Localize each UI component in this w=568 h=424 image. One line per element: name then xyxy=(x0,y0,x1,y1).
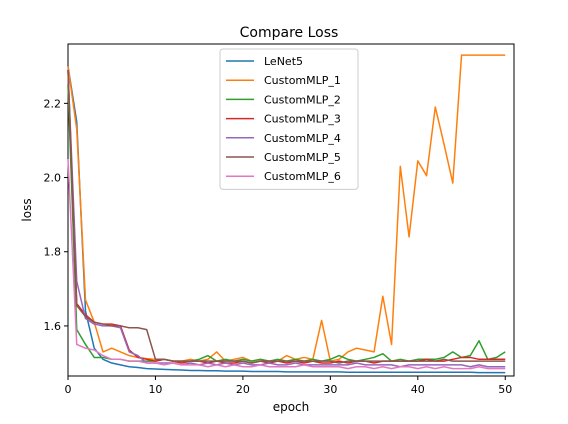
chart-title: Compare Loss xyxy=(240,25,339,41)
x-tick-label: 40 xyxy=(411,383,425,396)
legend-label: CustomMLP_6 xyxy=(264,170,341,183)
legend-box xyxy=(219,48,359,190)
legend-label: CustomMLP_1 xyxy=(264,74,341,87)
series-line-lenet5 xyxy=(67,66,506,374)
legend-label: CustomMLP_2 xyxy=(264,93,341,106)
legend-label: CustomMLP_3 xyxy=(264,113,341,126)
legend-label: CustomMLP_4 xyxy=(264,132,341,145)
y-axis: 1.6 1.8 2.0 2.2 xyxy=(44,97,68,333)
legend: LeNet5 CustomMLP_1 CustomMLP_2 CustomMLP_3 C… xyxy=(219,48,359,190)
legend-label: CustomMLP_5 xyxy=(264,151,341,164)
x-tick-label: 0 xyxy=(65,383,72,396)
plot-frame xyxy=(67,43,515,377)
legend-label: LeNet5 xyxy=(264,55,303,68)
x-axis-label: epoch xyxy=(273,400,310,414)
y-tick-label: 1.6 xyxy=(44,320,62,333)
y-tick-label: 2.0 xyxy=(44,172,62,185)
x-tick-label: 50 xyxy=(498,383,512,396)
series-lines xyxy=(67,54,506,374)
series-line-custommlp-6 xyxy=(67,158,506,370)
y-tick-label: 2.2 xyxy=(44,97,62,110)
x-tick-label: 20 xyxy=(236,383,250,396)
series-line-custommlp-4 xyxy=(67,69,506,368)
y-axis-label: loss xyxy=(20,198,34,221)
plot-area xyxy=(67,43,515,377)
x-axis: 0 10 20 30 40 50 xyxy=(65,376,512,396)
x-tick-label: 30 xyxy=(323,383,337,396)
series-line-custommlp-5 xyxy=(67,69,506,364)
y-tick-label: 1.8 xyxy=(44,246,62,259)
x-tick-label: 10 xyxy=(148,383,162,396)
